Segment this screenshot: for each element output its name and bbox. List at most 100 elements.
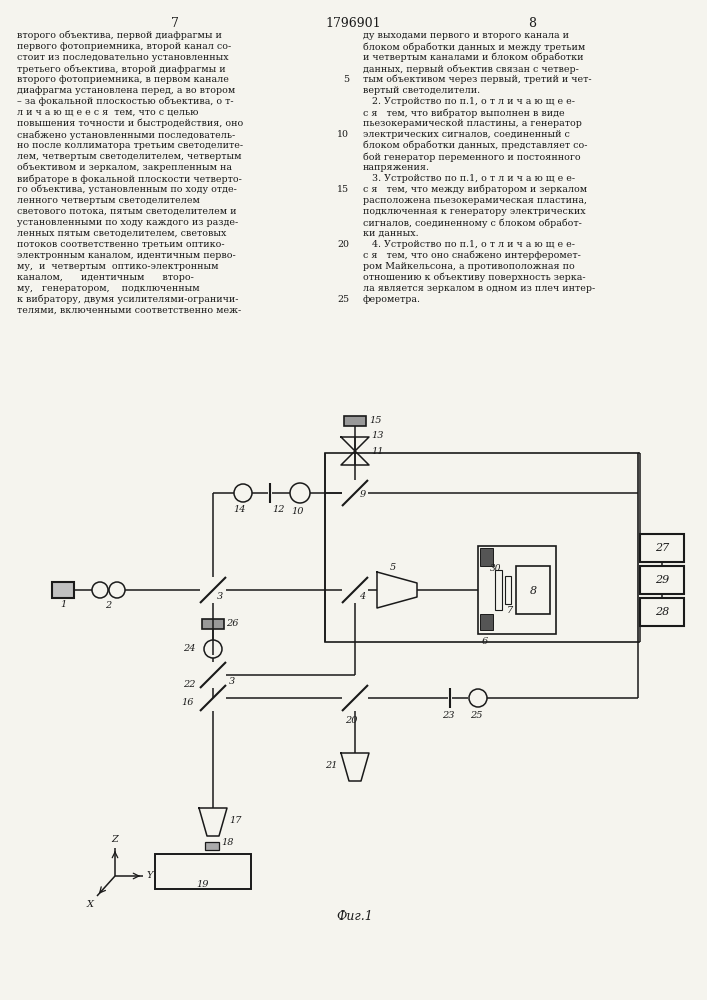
Text: 16: 16 <box>181 698 194 707</box>
Text: электронным каналом, идентичным перво-: электронным каналом, идентичным перво- <box>17 251 235 260</box>
Bar <box>516 566 550 614</box>
Text: 20: 20 <box>345 716 357 725</box>
Text: 7: 7 <box>171 17 179 30</box>
Text: повышения точности и быстродействия, оно: повышения точности и быстродействия, оно <box>17 119 243 128</box>
Bar <box>325 453 638 642</box>
Text: ки данных.: ки данных. <box>363 229 419 238</box>
Text: лем, четвертым светоделителем, четвертым: лем, четвертым светоделителем, четвертым <box>17 152 242 161</box>
Text: блоком обработки данных и между третьим: блоком обработки данных и между третьим <box>363 42 585 51</box>
Text: му,   генератором,    подключенным: му, генератором, подключенным <box>17 284 199 293</box>
Text: 23: 23 <box>442 711 455 720</box>
Text: Y: Y <box>147 871 153 880</box>
Text: установленными по ходу каждого из разде-: установленными по ходу каждого из разде- <box>17 218 238 227</box>
Text: 22: 22 <box>183 680 196 689</box>
Text: го объектива, установленным по ходу отде-: го объектива, установленным по ходу отде… <box>17 185 237 194</box>
Text: с я   тем, что между вибратором и зеркалом: с я тем, что между вибратором и зеркалом <box>363 185 587 194</box>
Text: ла является зеркалом в одном из плеч интер-: ла является зеркалом в одном из плеч инт… <box>363 284 595 293</box>
Bar <box>640 566 684 594</box>
Text: снабжено установленными последователь-: снабжено установленными последователь- <box>17 130 235 139</box>
Bar <box>155 854 251 889</box>
Text: с я   тем, что оно снабжено интерферомет-: с я тем, что оно снабжено интерферомет- <box>363 251 581 260</box>
Text: 15: 15 <box>337 185 349 194</box>
Text: потоков соответственно третьим оптико-: потоков соответственно третьим оптико- <box>17 240 225 249</box>
Text: 15: 15 <box>369 416 382 425</box>
Text: 29: 29 <box>655 575 669 585</box>
Text: 4. Устройство по п.1, о т л и ч а ю щ е е-: 4. Устройство по п.1, о т л и ч а ю щ е … <box>363 240 575 249</box>
Text: вибраторе в фокальной плоскости четверто-: вибраторе в фокальной плоскости четверто… <box>17 174 242 184</box>
Text: вертый светоделители.: вертый светоделители. <box>363 86 480 95</box>
Text: с я   тем, что вибратор выполнен в виде: с я тем, что вибратор выполнен в виде <box>363 108 565 117</box>
Text: 28: 28 <box>655 607 669 617</box>
Bar <box>202 619 224 629</box>
Text: ферометра.: ферометра. <box>363 295 421 304</box>
Bar <box>480 614 493 630</box>
Text: 21: 21 <box>325 761 337 770</box>
Text: 20: 20 <box>337 240 349 249</box>
Text: 17: 17 <box>229 816 242 825</box>
Bar <box>640 534 684 562</box>
Text: но после коллиматора третьим светоделите-: но после коллиматора третьим светоделите… <box>17 141 243 150</box>
Text: отношению к объективу поверхность зерка-: отношению к объективу поверхность зерка- <box>363 273 585 282</box>
Text: каналом,      идентичным      второ-: каналом, идентичным второ- <box>17 273 194 282</box>
Text: 14: 14 <box>234 505 246 514</box>
Text: подключенная к генератору электрических: подключенная к генератору электрических <box>363 207 585 216</box>
Bar <box>480 548 493 566</box>
Text: объективом и зеркалом, закрепленным на: объективом и зеркалом, закрепленным на <box>17 163 232 172</box>
Text: 1: 1 <box>60 600 66 609</box>
Text: 27: 27 <box>655 543 669 553</box>
Text: диафрагма установлена перед, а во втором: диафрагма установлена перед, а во втором <box>17 86 235 95</box>
Bar <box>344 416 366 426</box>
Text: первого фотоприемника, второй канал со-: первого фотоприемника, второй канал со- <box>17 42 231 51</box>
Bar <box>205 842 219 850</box>
Text: 8: 8 <box>528 17 536 30</box>
Text: стоит из последовательно установленных: стоит из последовательно установленных <box>17 53 228 62</box>
Text: телями, включенными соответственно меж-: телями, включенными соответственно меж- <box>17 306 241 315</box>
Text: 9: 9 <box>360 490 366 499</box>
Text: 19: 19 <box>197 880 209 889</box>
Text: 4: 4 <box>359 592 366 601</box>
Text: тым объективом через первый, третий и чет-: тым объективом через первый, третий и че… <box>363 75 592 85</box>
Text: ром Майкельсона, а противоположная по: ром Майкельсона, а противоположная по <box>363 262 575 271</box>
Text: 25: 25 <box>469 711 482 720</box>
Bar <box>640 598 684 626</box>
Text: 18: 18 <box>221 838 233 847</box>
Text: ленных пятым светоделителем, световых: ленных пятым светоделителем, световых <box>17 229 226 238</box>
Text: 26: 26 <box>226 619 238 628</box>
Bar <box>495 570 502 610</box>
Text: второго фотоприемника, в первом канале: второго фотоприемника, в первом канале <box>17 75 229 84</box>
Text: напряжения.: напряжения. <box>363 163 430 172</box>
Text: второго объектива, первой диафрагмы и: второго объектива, первой диафрагмы и <box>17 31 222 40</box>
Text: 3. Устройство по п.1, о т л и ч а ю щ е е-: 3. Устройство по п.1, о т л и ч а ю щ е … <box>363 174 575 183</box>
Text: ду выходами первого и второго канала и: ду выходами первого и второго канала и <box>363 31 569 40</box>
Text: ленного четвертым светоделителем: ленного четвертым светоделителем <box>17 196 200 205</box>
Text: 12: 12 <box>272 505 284 514</box>
Text: му,  и  четвертым  оптико-электронным: му, и четвертым оптико-электронным <box>17 262 218 271</box>
Text: X: X <box>87 900 94 909</box>
Text: 5: 5 <box>390 563 396 572</box>
Text: Z: Z <box>112 835 118 844</box>
Text: 2: 2 <box>105 601 111 610</box>
Text: 7: 7 <box>507 606 513 615</box>
Text: 10: 10 <box>337 130 349 139</box>
Text: пьезокерамической пластины, а генератор: пьезокерамической пластины, а генератор <box>363 119 582 128</box>
Text: 11: 11 <box>371 447 383 456</box>
Text: третьего объектива, второй диафрагмы и: третьего объектива, второй диафрагмы и <box>17 64 226 74</box>
Text: 5: 5 <box>343 75 349 84</box>
Text: 13: 13 <box>371 431 383 440</box>
Text: 10: 10 <box>292 507 304 516</box>
Text: 3: 3 <box>217 592 223 601</box>
Text: к вибратору, двумя усилителями-ограничи-: к вибратору, двумя усилителями-ограничи- <box>17 295 238 304</box>
Text: сигналов, соединенному с блоком обработ-: сигналов, соединенному с блоком обработ- <box>363 218 582 228</box>
Text: 6: 6 <box>482 637 488 646</box>
Text: и четвертым каналами и блоком обработки: и четвертым каналами и блоком обработки <box>363 53 583 62</box>
Text: л и ч а ю щ е е с я  тем, что с целью: л и ч а ю щ е е с я тем, что с целью <box>17 108 199 117</box>
Text: бой генератор переменного и постоянного: бой генератор переменного и постоянного <box>363 152 580 161</box>
Text: 2. Устройство по п.1, о т л и ч а ю щ е е-: 2. Устройство по п.1, о т л и ч а ю щ е … <box>363 97 575 106</box>
Text: 3: 3 <box>229 677 235 686</box>
Text: 1796901: 1796901 <box>325 17 381 30</box>
Text: расположена пьезокерамическая пластина,: расположена пьезокерамическая пластина, <box>363 196 587 205</box>
Text: 30: 30 <box>490 564 502 573</box>
Bar <box>505 576 511 604</box>
Text: 8: 8 <box>530 586 537 596</box>
Text: Фиг.1: Фиг.1 <box>337 910 373 923</box>
